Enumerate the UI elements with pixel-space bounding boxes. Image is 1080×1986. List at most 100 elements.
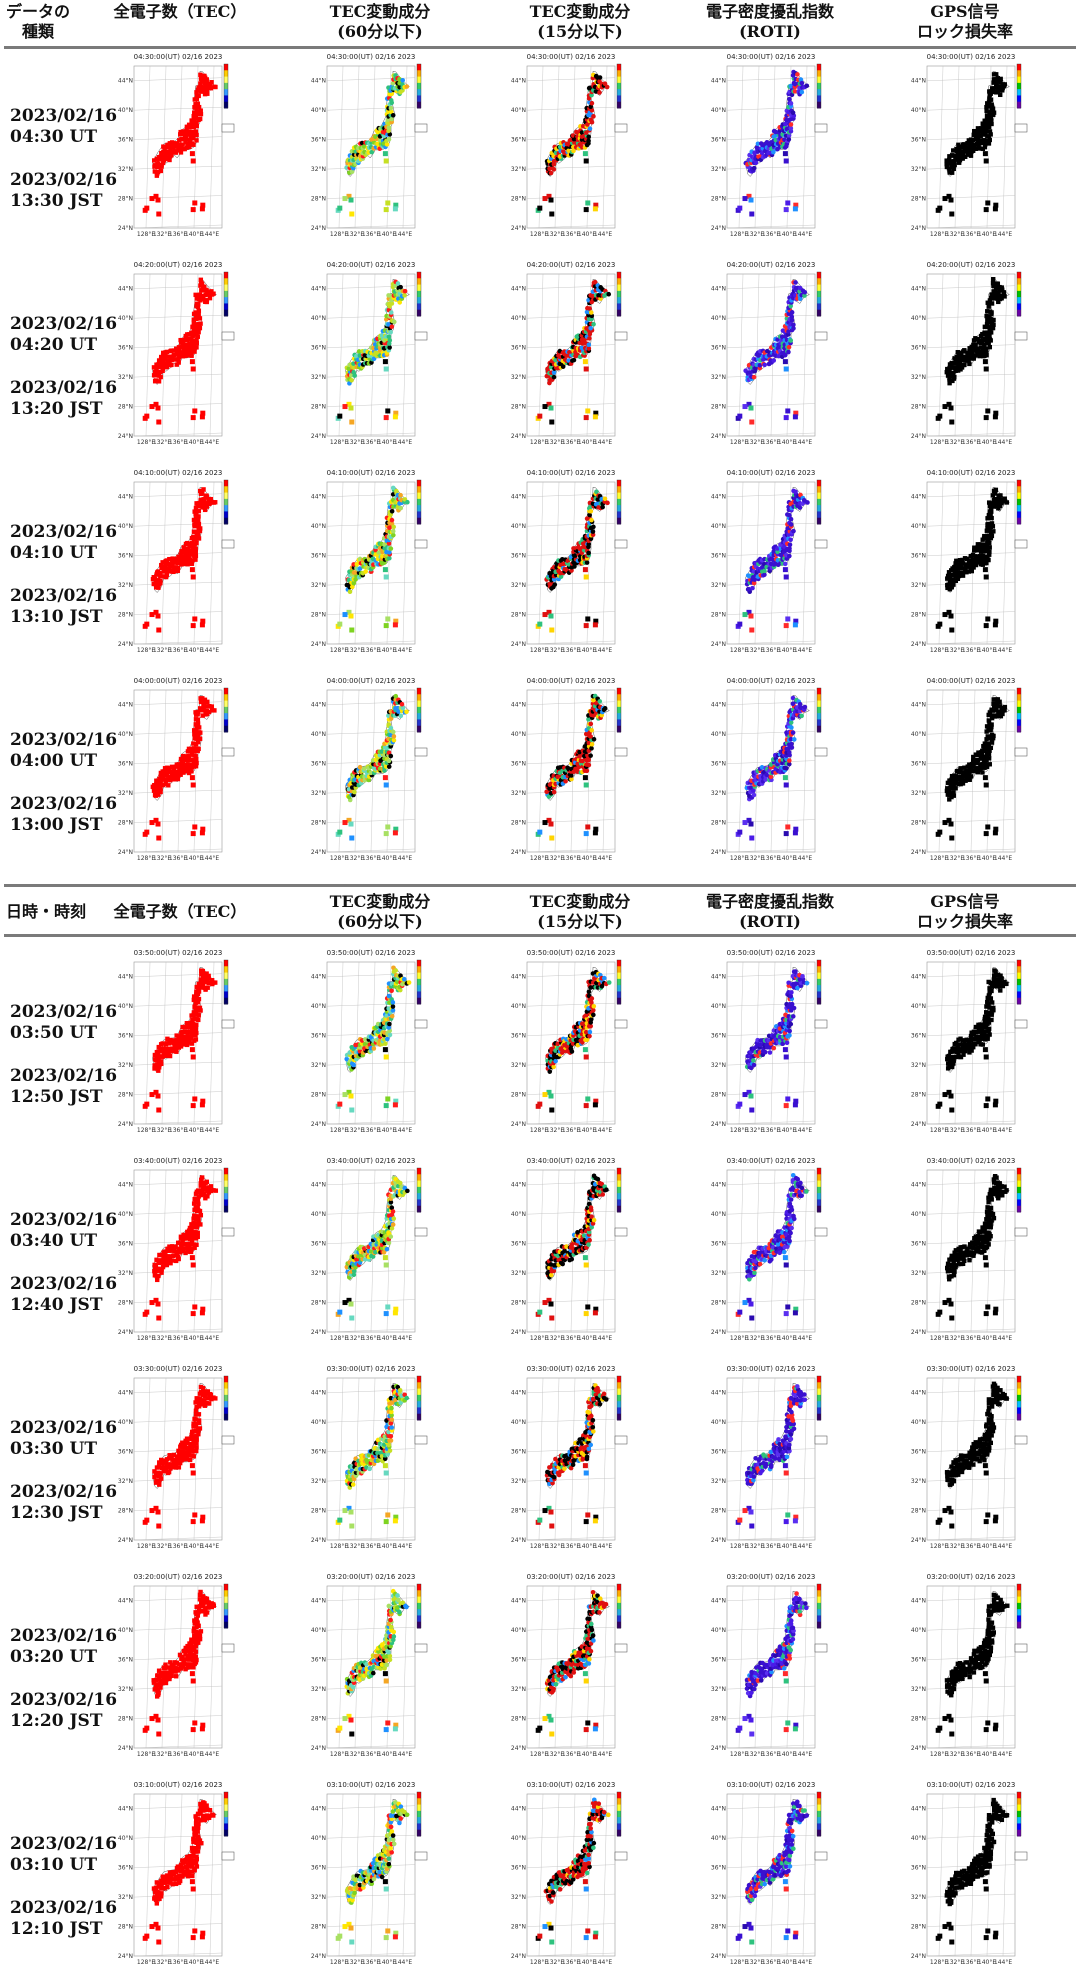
lon-tick: 144°E	[201, 647, 219, 654]
lat-tick: 40°N	[911, 1627, 926, 1634]
ut-time-label: 04:30 UT	[10, 127, 97, 148]
lat-tick: 24°N	[118, 225, 133, 232]
lat-tick: 28°N	[311, 1508, 326, 1515]
lat-tick: 32°N	[511, 166, 526, 173]
lat-tick: 32°N	[511, 790, 526, 797]
lat-tick: 28°N	[311, 820, 326, 827]
header-roti: 電子密度擾乱指数 (ROTI)	[685, 2, 855, 42]
lon-tick: 144°E	[994, 1335, 1012, 1342]
lat-tick: 28°N	[711, 1300, 726, 1307]
lon-tick: 144°E	[794, 1543, 812, 1550]
colorbar	[417, 960, 421, 1005]
lon-tick: 144°E	[594, 1127, 612, 1134]
lat-tick: 36°N	[911, 1449, 926, 1456]
lat-tick: 32°N	[118, 1686, 133, 1693]
section-bottom: 日時・時刻 全電子数（TEC） TEC変動成分 (60分以下) TEC変動成分 …	[0, 884, 1080, 946]
lat-tick: 36°N	[511, 1241, 526, 1248]
lat-tick: 44°N	[711, 494, 726, 501]
legend-box	[1015, 332, 1027, 340]
lat-tick: 32°N	[311, 1270, 326, 1277]
lat-tick: 24°N	[118, 849, 133, 856]
lat-tick: 36°N	[711, 553, 726, 560]
lat-tick: 40°N	[911, 1835, 926, 1842]
ut-time-label: 03:50 UT	[10, 1023, 97, 1044]
lat-tick: 32°N	[311, 1062, 326, 1069]
lon-tick: 144°E	[394, 1543, 412, 1550]
lat-tick: 44°N	[311, 78, 326, 85]
lat-tick: 24°N	[911, 1329, 926, 1336]
header-tec-15min: TEC変動成分 (15分以下)	[505, 2, 655, 42]
lat-tick: 40°N	[511, 1003, 526, 1010]
lon-tick: 144°E	[201, 439, 219, 446]
lat-tick: 36°N	[311, 1865, 326, 1872]
lat-tick: 36°N	[118, 1033, 133, 1040]
lat-tick: 32°N	[911, 1686, 926, 1693]
header-tec: 全電子数（TEC）	[100, 2, 260, 22]
lat-tick: 28°N	[118, 1924, 133, 1931]
colorbar	[817, 64, 821, 109]
legend-box	[815, 332, 827, 340]
lat-tick: 40°N	[311, 523, 326, 530]
legend-box	[415, 1644, 427, 1652]
lat-tick: 36°N	[118, 345, 133, 352]
map-title: 04:20:00(UT) 02/16 2023	[727, 261, 816, 269]
ut-date-label: 2023/02/16	[10, 314, 117, 335]
lat-tick: 40°N	[711, 523, 726, 530]
lat-tick: 32°N	[511, 1062, 526, 1069]
lat-tick: 28°N	[911, 1924, 926, 1931]
lon-tick: 144°E	[994, 1751, 1012, 1758]
lat-tick: 36°N	[118, 1449, 133, 1456]
lat-tick: 32°N	[118, 166, 133, 173]
lat-tick: 32°N	[311, 790, 326, 797]
lat-tick: 36°N	[511, 761, 526, 768]
colorbar	[1017, 480, 1021, 525]
lat-tick: 32°N	[118, 1062, 133, 1069]
lat-tick: 36°N	[911, 345, 926, 352]
lat-tick: 36°N	[911, 761, 926, 768]
legend-box	[222, 1436, 234, 1444]
legend-box	[222, 1644, 234, 1652]
legend-box	[815, 1852, 827, 1860]
legend-box	[615, 332, 627, 340]
colorbar	[224, 64, 228, 109]
colorbar	[224, 688, 228, 733]
lat-tick: 28°N	[511, 1924, 526, 1931]
lat-tick: 40°N	[311, 1003, 326, 1010]
lat-tick: 40°N	[511, 1419, 526, 1426]
legend-box	[222, 124, 234, 132]
lat-tick: 28°N	[711, 1508, 726, 1515]
lat-tick: 36°N	[711, 137, 726, 144]
legend-box	[1015, 1228, 1027, 1236]
lon-tick: 144°E	[794, 231, 812, 238]
lat-tick: 44°N	[311, 1598, 326, 1605]
ut-time-label: 03:30 UT	[10, 1439, 97, 1460]
map-title: 04:10:00(UT) 02/16 2023	[527, 469, 616, 477]
lon-tick: 144°E	[994, 855, 1012, 862]
legend-box	[1015, 1020, 1027, 1028]
lat-tick: 32°N	[118, 790, 133, 797]
lon-tick: 144°E	[594, 647, 612, 654]
legend-box	[415, 1020, 427, 1028]
lon-tick: 144°E	[794, 647, 812, 654]
lon-tick: 144°E	[201, 1543, 219, 1550]
lat-tick: 44°N	[911, 1806, 926, 1813]
lat-tick: 24°N	[118, 433, 133, 440]
lat-tick: 24°N	[511, 225, 526, 232]
map-title: 04:00:00(UT) 02/16 2023	[527, 677, 616, 685]
lat-tick: 44°N	[711, 974, 726, 981]
colorbar	[417, 1792, 421, 1837]
lat-tick: 36°N	[911, 1033, 926, 1040]
lat-tick: 36°N	[711, 345, 726, 352]
legend-box	[615, 748, 627, 756]
map-title: 03:40:00(UT) 02/16 2023	[134, 1157, 223, 1165]
